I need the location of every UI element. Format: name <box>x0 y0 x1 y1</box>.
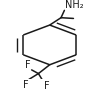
Text: F: F <box>22 80 28 90</box>
Text: F: F <box>25 60 31 70</box>
Text: F: F <box>43 81 49 91</box>
Text: NH₂: NH₂ <box>64 0 83 10</box>
